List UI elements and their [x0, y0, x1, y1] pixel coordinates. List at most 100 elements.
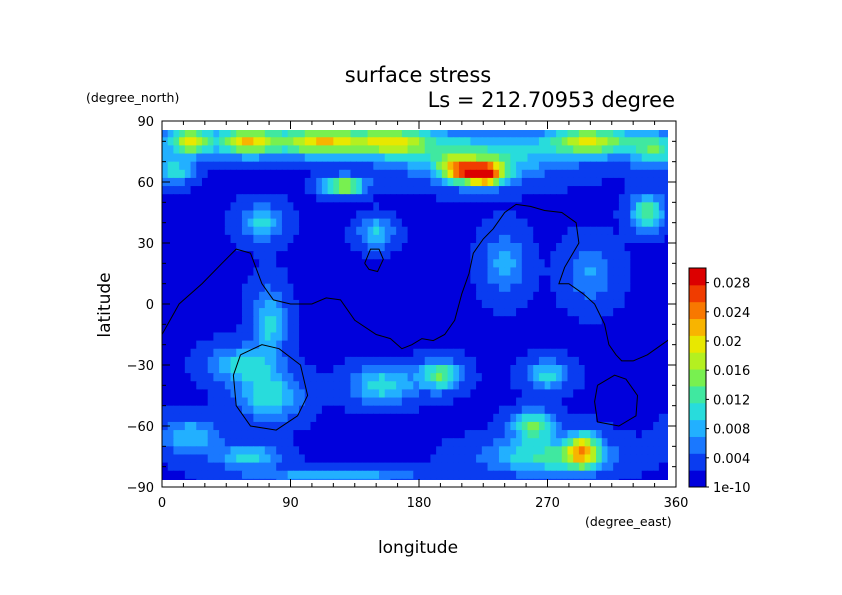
- heatmap-cell: [173, 381, 180, 390]
- heatmap-cell: [487, 348, 494, 358]
- heatmap-cell: [407, 283, 414, 293]
- heatmap-cell: [424, 210, 432, 220]
- heatmap-cell: [253, 145, 260, 155]
- heatmap-cell: [379, 381, 386, 390]
- heatmap-cell: [504, 169, 511, 179]
- heatmap-cell: [390, 275, 397, 285]
- heatmap-cell: [476, 259, 483, 268]
- heatmap-cell: [481, 218, 489, 228]
- heatmap-cell: [276, 161, 283, 171]
- heatmap-cell: [436, 137, 443, 146]
- heatmap-cell: [321, 218, 329, 228]
- heatmap-cell: [601, 218, 609, 228]
- heatmap-cell: [207, 373, 214, 382]
- heatmap-cell: [236, 446, 243, 456]
- heatmap-cell: [636, 332, 643, 342]
- heatmap-cell: [219, 430, 226, 439]
- heatmap-cell: [419, 275, 426, 285]
- heatmap-cell: [230, 130, 237, 138]
- heatmap-cell: [167, 446, 175, 456]
- heatmap-cell: [447, 259, 454, 268]
- heatmap-cell: [458, 161, 466, 171]
- heatmap-cell: [624, 243, 631, 252]
- heatmap-cell: [270, 356, 277, 366]
- heatmap-cell: [356, 405, 363, 415]
- heatmap-cell: [510, 430, 517, 439]
- heatmap-cell: [453, 389, 460, 399]
- heatmap-cell: [487, 299, 494, 309]
- heatmap-cell: [504, 291, 511, 301]
- heatmap-cell: [310, 478, 317, 480]
- heatmap-cell: [596, 267, 603, 277]
- heatmap-cell: [401, 251, 409, 260]
- heatmap-cell: [538, 356, 546, 366]
- heatmap-cell: [636, 275, 643, 285]
- heatmap-cell: [556, 373, 563, 382]
- heatmap-cell: [373, 234, 380, 244]
- heatmap-cell: [613, 340, 620, 350]
- heatmap-cell: [184, 421, 192, 431]
- heatmap-cell: [447, 340, 454, 350]
- heatmap-cell: [584, 161, 591, 171]
- heatmap-cell: [384, 454, 392, 464]
- heatmap-cell: [276, 446, 283, 456]
- heatmap-cell: [636, 381, 643, 390]
- heatmap-cell: [190, 340, 197, 350]
- heatmap-cell: [184, 389, 192, 399]
- heatmap-cell: [453, 340, 460, 350]
- heatmap-cell: [493, 145, 500, 155]
- heatmap-cell: [504, 438, 511, 447]
- heatmap-cell: [356, 389, 363, 399]
- heatmap-cell: [544, 234, 551, 244]
- heatmap-cell: [367, 169, 374, 179]
- heatmap-cell: [618, 332, 626, 342]
- heatmap-cell: [344, 413, 352, 423]
- heatmap-cell: [567, 348, 574, 358]
- heatmap-cell: [407, 324, 414, 334]
- heatmap-cell: [276, 153, 283, 163]
- heatmap-cell: [327, 299, 334, 309]
- heatmap-cell: [607, 446, 614, 456]
- heatmap-cell: [316, 373, 323, 382]
- heatmap-cell: [464, 365, 471, 374]
- heatmap-cell: [550, 169, 557, 179]
- heatmap-cell: [498, 356, 506, 366]
- heatmap-cell: [636, 243, 643, 252]
- heatmap-cell: [544, 389, 551, 399]
- heatmap-cell: [544, 267, 551, 277]
- heatmap-cell: [436, 153, 443, 163]
- heatmap-cell: [424, 397, 432, 407]
- heatmap-cell: [636, 202, 643, 212]
- heatmap-cell: [527, 283, 534, 293]
- heatmap-cell: [584, 308, 591, 317]
- heatmap-cell: [470, 267, 477, 277]
- heatmap-cell: [333, 275, 340, 285]
- heatmap-cell: [356, 299, 363, 309]
- heatmap-cell: [430, 299, 437, 309]
- heatmap-cell: [270, 194, 277, 203]
- heatmap-cell: [436, 194, 443, 203]
- heatmap-cell: [396, 299, 403, 309]
- heatmap-cell: [567, 169, 574, 179]
- heatmap-cell: [510, 446, 517, 456]
- heatmap-cell: [396, 373, 403, 382]
- heatmap-cell: [333, 324, 340, 334]
- heatmap-cell: [253, 177, 260, 187]
- heatmap-cell: [664, 169, 668, 179]
- heatmap-cell: [458, 169, 466, 179]
- heatmap-cell: [413, 259, 420, 268]
- heatmap-cell: [636, 430, 643, 439]
- heatmap-cell: [184, 226, 192, 236]
- heatmap-cell: [207, 145, 214, 155]
- heatmap-cell: [304, 194, 312, 203]
- heatmap-cell: [299, 234, 306, 244]
- heatmap-cell: [607, 421, 614, 431]
- heatmap-cell: [230, 153, 237, 163]
- heatmap-cell: [367, 251, 374, 260]
- heatmap-cell: [385, 121, 391, 130]
- heatmap-cell: [556, 194, 563, 203]
- heatmap-cell: [219, 365, 226, 374]
- heatmap-cell: [539, 121, 545, 130]
- heatmap-cell: [179, 283, 186, 293]
- heatmap-cell: [567, 438, 574, 447]
